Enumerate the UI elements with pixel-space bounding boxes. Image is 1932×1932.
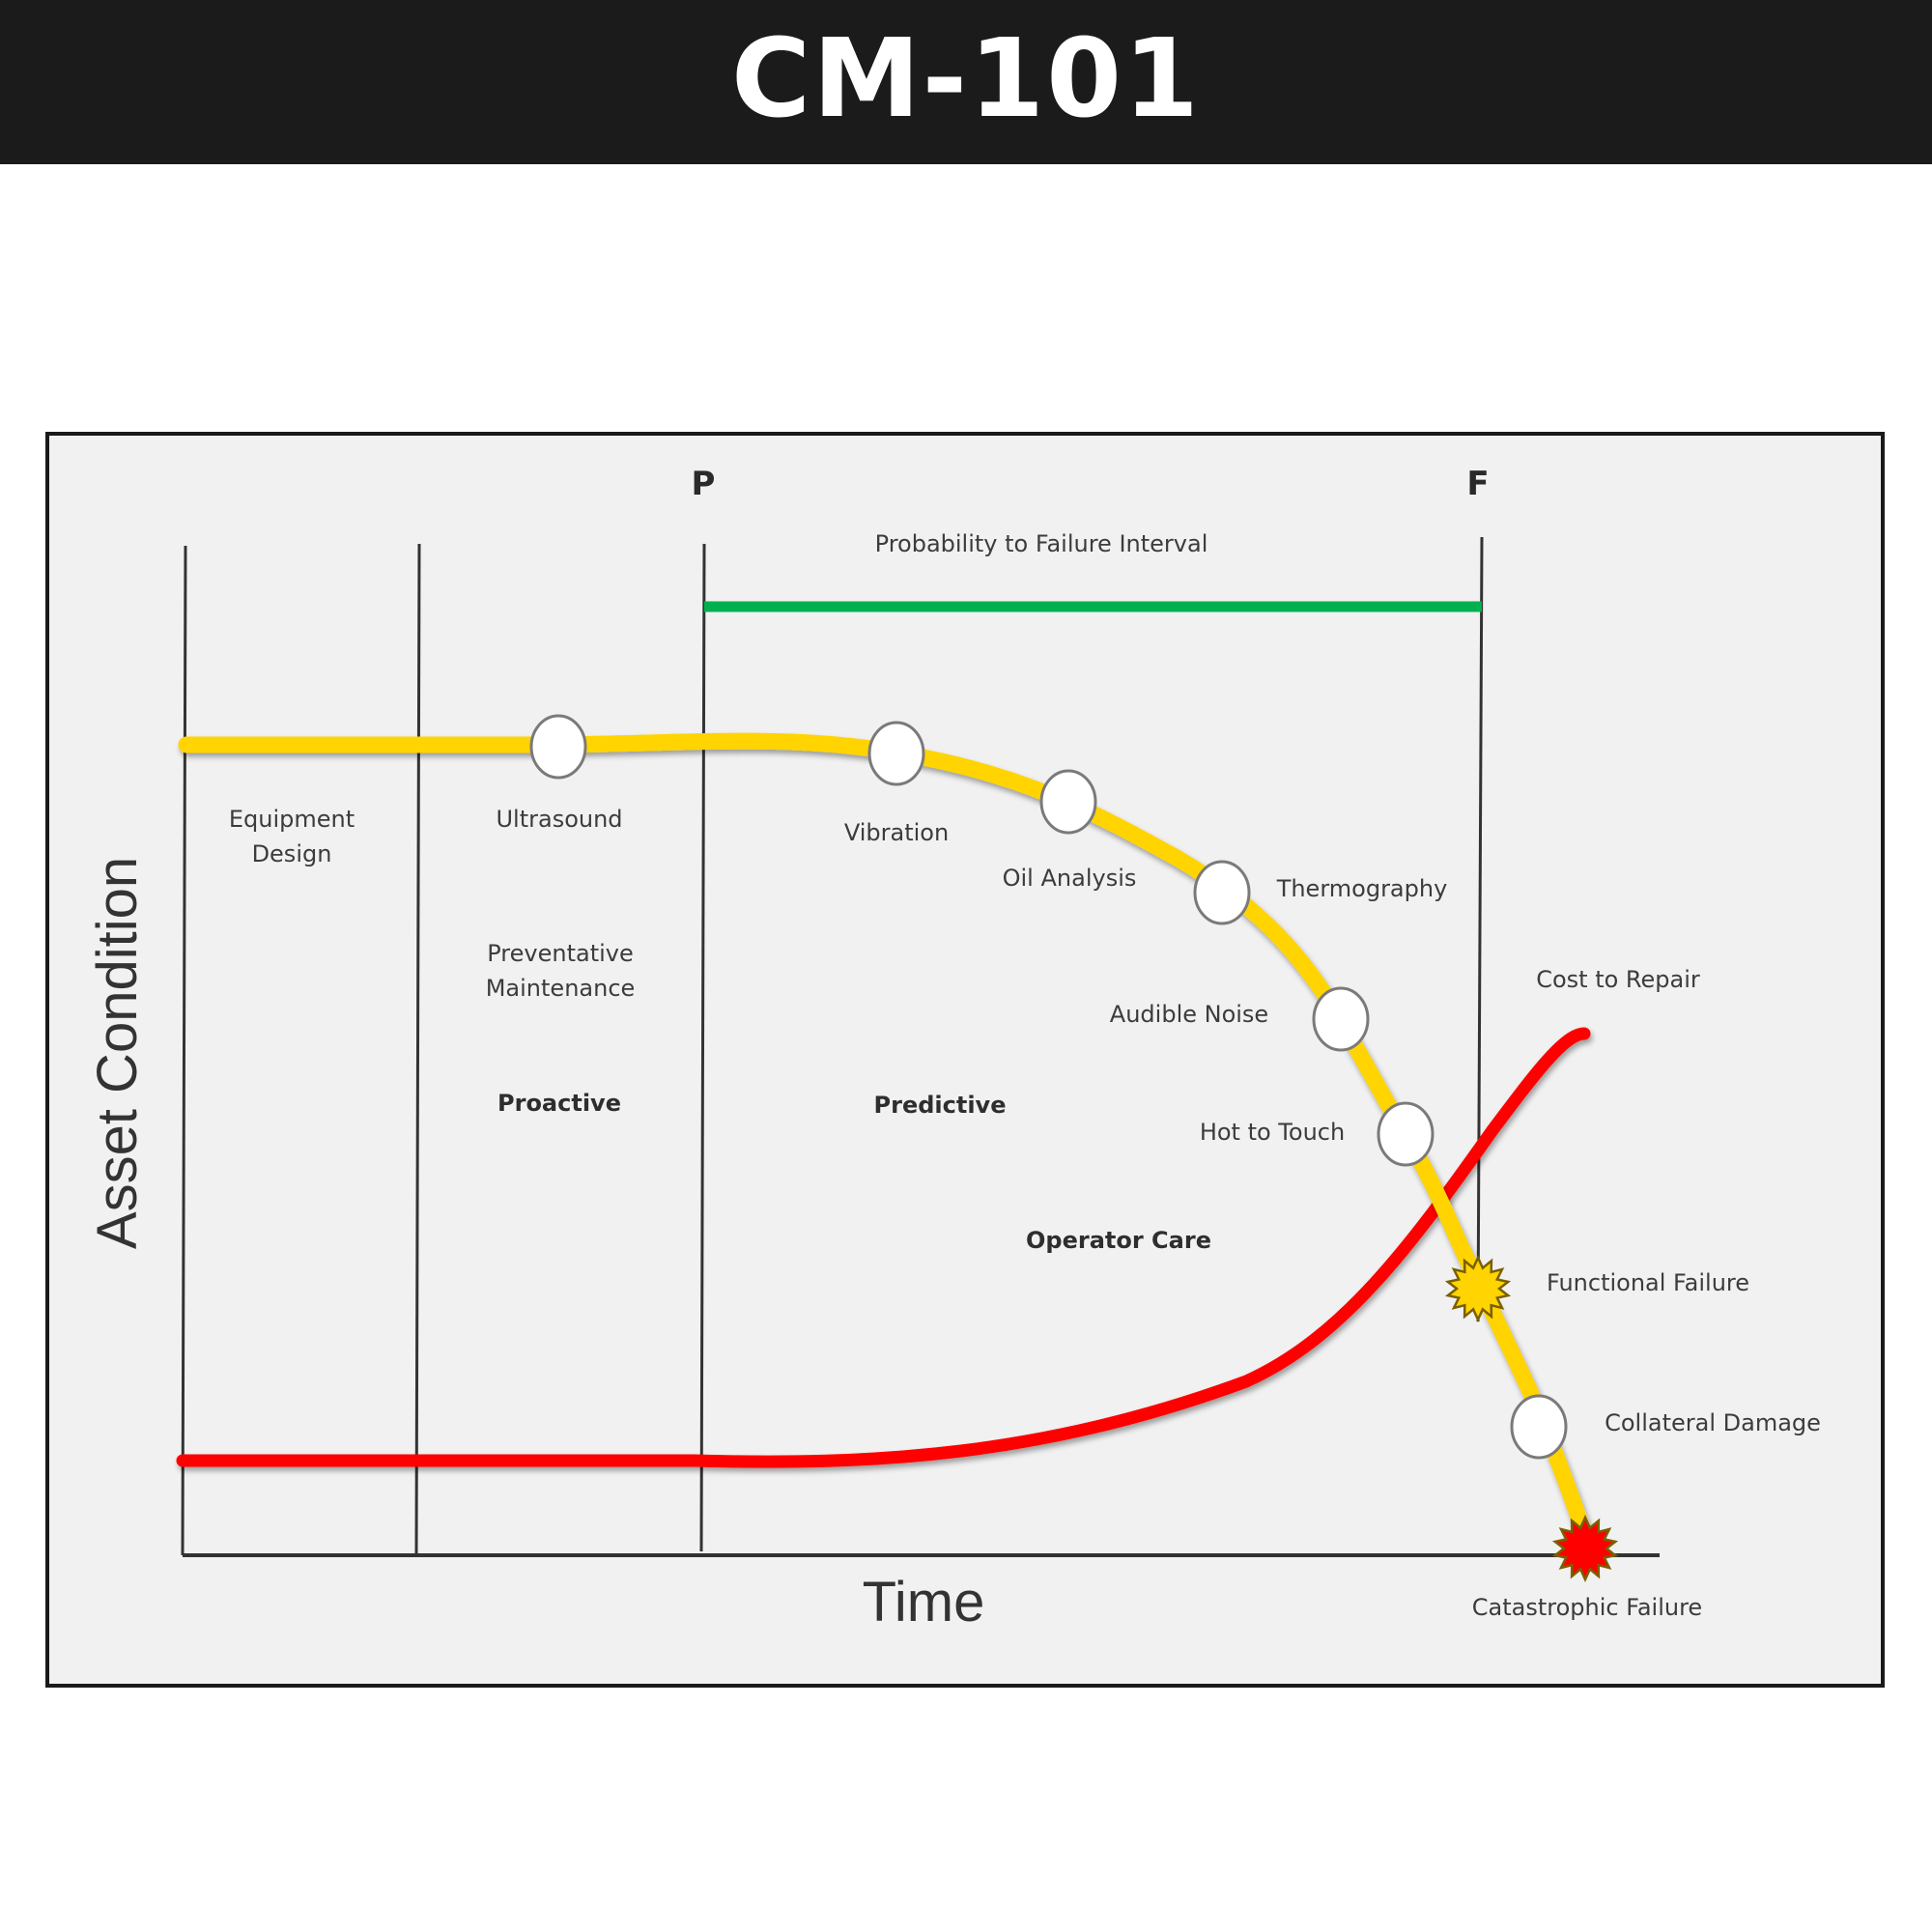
interval-label: Probability to Failure Interval [875,530,1208,557]
thermography-point-marker [1193,860,1251,925]
equipment-design-label-line2: Design [252,840,332,867]
proactive-label: Proactive [497,1090,621,1117]
functional-failure-label: Functional Failure [1547,1269,1749,1296]
functional-failure-star-icon [1444,1255,1512,1322]
preventative-maintenance-label-line2: Maintenance [486,975,636,1002]
ultrasound-label: Ultrasound [496,806,622,833]
vibration-label: Vibration [844,819,949,846]
oil-analysis-point-marker [1039,769,1097,835]
f-marker-label: F [1466,465,1489,503]
oil-analysis-label: Oil Analysis [1003,865,1137,892]
title-bar: CM-101 [0,0,1932,164]
thermography-label: Thermography [1276,875,1448,902]
cost-to-repair-curve [176,1027,1591,1468]
p-line [699,543,706,1552]
predictive-label: Predictive [874,1092,1007,1119]
collateral-damage-label: Collateral Damage [1605,1409,1821,1436]
diagram-panel [45,432,1885,1688]
f-line [1476,536,1484,1322]
catastrophic-failure-star-icon [1551,1515,1619,1582]
operator-care-label: Operator Care [1026,1227,1211,1254]
equipment-design-label-line1: Equipment [229,806,355,833]
cost-to-repair-label: Cost to Repair [1536,966,1700,993]
catastrophic-failure-label: Catastrophic Failure [1472,1594,1702,1621]
audible-noise-point-marker [1312,986,1370,1052]
divider-line-1 [181,545,187,1556]
hot-to-touch-point-marker [1377,1101,1435,1167]
ultrasound-point-marker [529,714,587,780]
y-axis-label: Asset Condition [86,857,149,1249]
audible-noise-label: Audible Noise [1110,1001,1268,1028]
vibration-point-marker [867,721,925,786]
x-axis-label: Time [863,1571,985,1634]
preventative-maintenance-label-line1: Preventative [487,940,634,967]
p-marker-label: P [692,465,716,503]
divider-line-2 [414,543,421,1554]
page-title: CM-101 [731,16,1201,142]
collateral-damage-point-marker [1510,1394,1568,1460]
hot-to-touch-label: Hot to Touch [1200,1119,1345,1146]
